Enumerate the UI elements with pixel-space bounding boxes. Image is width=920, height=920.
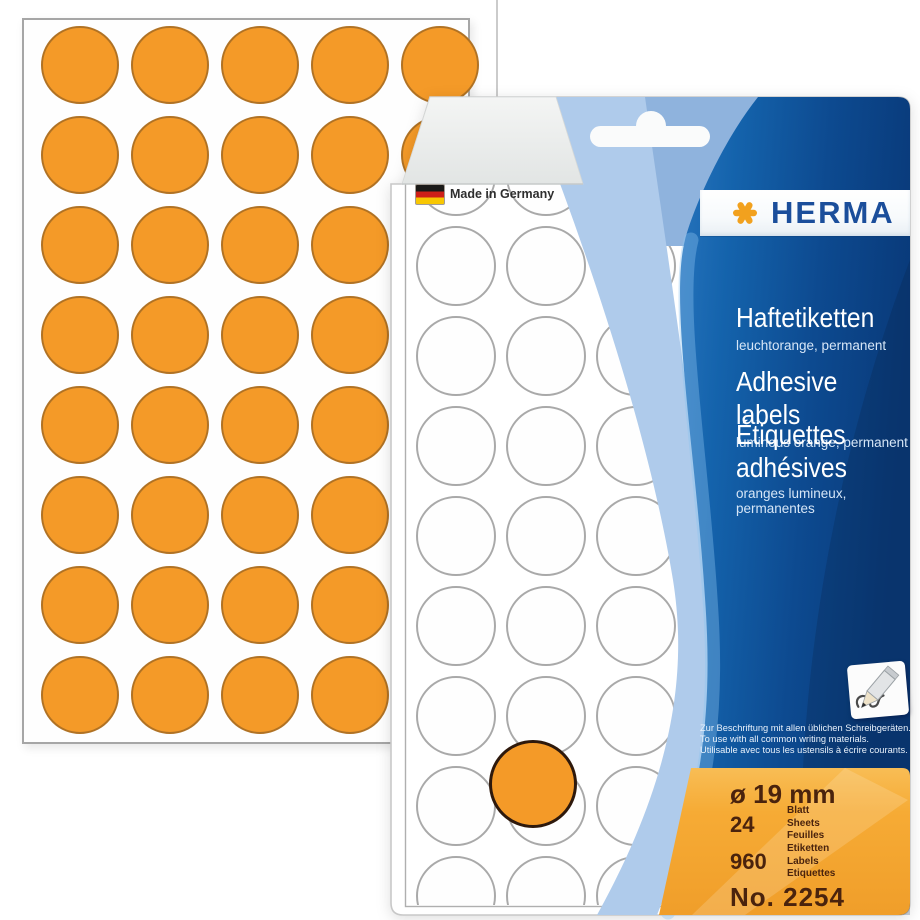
label-dot (506, 406, 586, 486)
label-dot (131, 116, 209, 194)
label-dot (41, 566, 119, 644)
sample-orange-label (489, 740, 577, 828)
made-in-label: Made in Germany (450, 187, 555, 201)
label-dot (221, 296, 299, 374)
label-dot (596, 183, 676, 216)
label-dot (41, 26, 119, 104)
subtitle-fr: oranges lumineux, permanentes (736, 486, 847, 516)
title-block-german: Haftetiketten leuchtorange, permanent (736, 301, 893, 353)
title-fr: Étiquettes adhésives (736, 419, 847, 483)
label-dot (686, 766, 714, 846)
herma-star-icon (733, 202, 757, 224)
brand-name: HERMA (771, 195, 895, 230)
spec-label-unit-de: Etiketten (787, 843, 830, 854)
usage-note-fr: Utilisable avec tous les ustensils à écr… (700, 744, 908, 755)
label-dot (506, 496, 586, 576)
label-dot (311, 206, 389, 284)
spec-sheet-units: Blatt Sheets Feuilles (787, 805, 824, 843)
spec-sheet-unit-en: Sheets (787, 817, 820, 829)
label-dot (41, 656, 119, 734)
label-dot (41, 206, 119, 284)
label-dot (686, 406, 714, 486)
usage-note: Zur Beschriftung mit allen üblichen Schr… (700, 723, 911, 755)
label-dot (311, 386, 389, 464)
spec-sheet-unit-fr: Feuilles (787, 830, 825, 841)
label-dot (416, 226, 496, 306)
label-dot (506, 316, 586, 396)
label-dot (41, 296, 119, 374)
hang-slot (590, 126, 710, 147)
label-dot (596, 226, 676, 306)
label-dot (416, 766, 496, 846)
spec-sheet-count: 24 (730, 812, 755, 837)
label-dot (596, 856, 676, 905)
label-dot (506, 856, 586, 905)
label-dot (416, 586, 496, 666)
label-dot (596, 676, 676, 756)
label-dot (41, 386, 119, 464)
label-dot (221, 26, 299, 104)
german-flag-icon (415, 184, 445, 205)
spec-label-count: 960 (730, 849, 767, 874)
spec-label-unit-fr: Etiquettes (787, 868, 836, 879)
label-dot (416, 496, 496, 576)
usage-note-de: Zur Beschriftung mit allen üblichen Schr… (700, 723, 911, 733)
label-dot (506, 226, 586, 306)
label-dot (596, 586, 676, 666)
label-dot (41, 476, 119, 554)
label-dot (686, 856, 714, 905)
label-dot (596, 316, 676, 396)
hang-slot-bump (636, 111, 666, 141)
label-dot (131, 476, 209, 554)
spec-label-units: Etiketten Labels Etiquettes (787, 843, 835, 881)
label-dot (221, 116, 299, 194)
label-dot (221, 476, 299, 554)
label-dot (416, 856, 496, 905)
label-dot (221, 206, 299, 284)
label-dot (311, 656, 389, 734)
label-dot (131, 656, 209, 734)
spec-label-unit-en: Labels (787, 855, 819, 867)
label-dot (221, 566, 299, 644)
label-dot (596, 766, 676, 846)
label-dot (416, 406, 496, 486)
label-dot (416, 316, 496, 396)
background-sheet-edge (496, 0, 498, 98)
writable-pencil-icon (846, 660, 910, 720)
label-dot (311, 476, 389, 554)
label-dot (596, 406, 676, 486)
window-label-sheet (408, 183, 714, 905)
label-dot (311, 566, 389, 644)
orange-label-sheet (22, 18, 479, 744)
label-dot (221, 656, 299, 734)
label-dot (131, 206, 209, 284)
label-dot (686, 496, 714, 576)
brand-banner: HERMA (700, 190, 910, 236)
usage-note-en: To use with all common writing materials… (700, 733, 869, 744)
label-dot (416, 676, 496, 756)
label-dot (311, 296, 389, 374)
spec-sheet-unit-de: Blatt (787, 805, 810, 816)
label-dot (596, 496, 676, 576)
label-dot (506, 586, 586, 666)
label-dot (131, 26, 209, 104)
title-de: Haftetiketten (736, 302, 875, 333)
label-dot (686, 226, 714, 306)
label-dot (131, 296, 209, 374)
label-dot (131, 566, 209, 644)
title-block-french: Étiquettes adhésives oranges lumineux, p… (736, 418, 920, 516)
subtitle-de: leuchtorange, permanent (736, 338, 887, 353)
label-dot (686, 316, 714, 396)
label-dot (221, 386, 299, 464)
label-dot (131, 386, 209, 464)
label-dot (311, 116, 389, 194)
label-dot (41, 116, 119, 194)
label-dot (401, 26, 479, 104)
spec-article-number: No. 2254 (730, 882, 845, 912)
label-dot (686, 586, 714, 666)
label-dot (311, 26, 389, 104)
